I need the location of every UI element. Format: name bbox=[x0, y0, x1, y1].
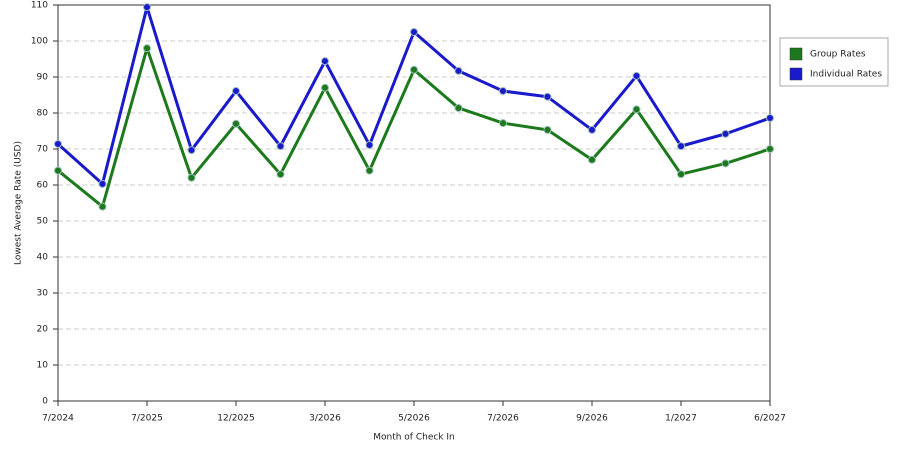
data-point bbox=[410, 65, 418, 74]
data-point bbox=[187, 146, 196, 155]
data-point bbox=[187, 173, 196, 182]
y-tick-label: 30 bbox=[37, 289, 49, 299]
data-point bbox=[499, 119, 507, 128]
legend-label: Individual Rates bbox=[810, 70, 882, 80]
data-point bbox=[766, 145, 774, 153]
y-tick-label: 10 bbox=[37, 361, 49, 371]
data-point bbox=[365, 166, 374, 175]
x-tick-label: 12/2025 bbox=[217, 414, 254, 424]
data-point bbox=[54, 139, 62, 148]
y-tick-label: 110 bbox=[31, 1, 48, 11]
x-tick-label: 1/2027 bbox=[665, 414, 697, 424]
data-point bbox=[632, 105, 641, 114]
data-point bbox=[677, 142, 685, 151]
data-point bbox=[276, 170, 285, 179]
data-point bbox=[632, 71, 641, 80]
y-tick-label: 70 bbox=[37, 145, 49, 155]
data-point bbox=[321, 57, 329, 66]
y-tick-label: 90 bbox=[37, 73, 49, 83]
data-point bbox=[721, 159, 730, 168]
data-point bbox=[98, 202, 107, 211]
data-point bbox=[143, 44, 151, 53]
data-point bbox=[588, 155, 596, 164]
data-point bbox=[232, 119, 240, 128]
data-point bbox=[454, 66, 463, 75]
y-tick-label: 50 bbox=[37, 217, 49, 227]
data-point bbox=[54, 166, 62, 175]
y-tick-label: 80 bbox=[37, 109, 49, 119]
y-tick-label: 0 bbox=[42, 397, 48, 407]
data-point bbox=[499, 87, 507, 96]
y-axis-title: Lowest Average Rate (USD) bbox=[14, 141, 24, 265]
data-point bbox=[543, 92, 552, 101]
y-tick-label: 20 bbox=[37, 325, 49, 335]
y-tick-label: 60 bbox=[37, 181, 49, 191]
x-tick-label: 7/2025 bbox=[131, 414, 163, 424]
data-point bbox=[410, 28, 418, 36]
data-point bbox=[365, 141, 374, 150]
data-point bbox=[543, 125, 552, 134]
x-tick-label: 5/2026 bbox=[398, 414, 430, 424]
x-tick-label: 6/2027 bbox=[754, 414, 786, 424]
x-axis-title: Month of Check In bbox=[373, 433, 455, 443]
data-point bbox=[677, 170, 685, 179]
legend-swatch bbox=[789, 47, 803, 61]
data-point bbox=[276, 142, 285, 151]
x-tick-label: 7/2026 bbox=[487, 414, 519, 424]
x-tick-label: 7/2024 bbox=[42, 414, 74, 424]
data-point bbox=[232, 87, 240, 96]
data-point bbox=[766, 114, 774, 123]
data-point bbox=[721, 129, 730, 138]
legend-label: Group Rates bbox=[810, 50, 866, 60]
y-tick-label: 40 bbox=[37, 253, 49, 263]
data-point bbox=[143, 3, 151, 12]
data-point bbox=[454, 103, 463, 112]
x-tick-label: 3/2026 bbox=[309, 414, 341, 424]
x-tick-label: 9/2026 bbox=[576, 414, 608, 424]
y-tick-label: 100 bbox=[31, 37, 48, 47]
data-point bbox=[98, 179, 107, 188]
data-point bbox=[321, 83, 329, 92]
data-point bbox=[588, 125, 596, 134]
legend-swatch bbox=[789, 67, 803, 81]
